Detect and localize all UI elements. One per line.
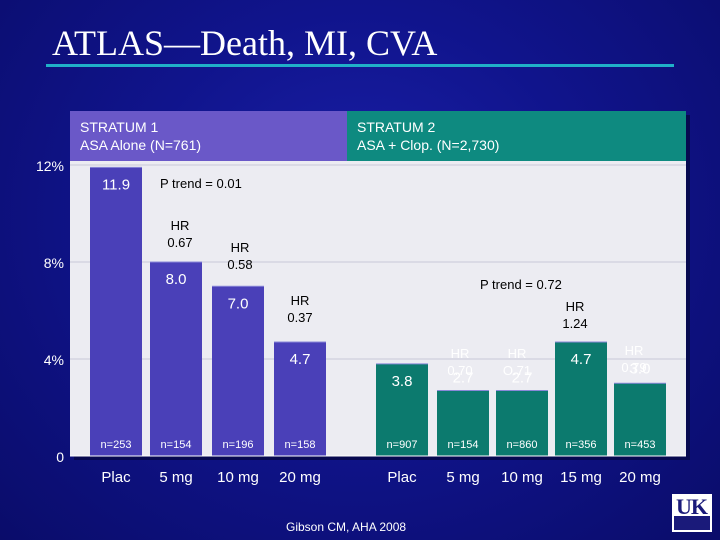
bar-value-label: 11.9 — [102, 176, 130, 193]
x-category-label: 5 mg — [159, 469, 192, 486]
hr-label-line2: 0.37 — [287, 310, 312, 325]
bar-value-label: 4.7 — [290, 351, 311, 368]
stratum-name: STRATUM 2 — [357, 119, 436, 135]
bar — [496, 390, 548, 456]
bar-n-label: n=453 — [625, 439, 656, 451]
title-underline — [46, 64, 674, 67]
bar-n-label: n=196 — [223, 439, 254, 451]
bar-value-label: 8.0 — [166, 271, 187, 288]
hr-label-line1: HR — [566, 299, 585, 314]
citation-footer: Gibson CM, AHA 2008 — [286, 520, 407, 534]
bar-n-label: n=154 — [448, 439, 479, 451]
hr-label-line2: 0.70 — [447, 363, 472, 378]
uk-logo-mark: UK — [676, 494, 708, 519]
hr-label-line2: 0.67 — [167, 235, 192, 250]
bar — [150, 262, 202, 456]
hr-label-line2: O.71 — [503, 363, 531, 378]
bar-n-label: n=253 — [101, 439, 132, 451]
y-tick-label: 4% — [44, 352, 64, 368]
hr-label-line1: HR — [171, 218, 190, 233]
y-tick-label: 0 — [56, 449, 64, 465]
bar — [555, 342, 607, 456]
x-category-label: Plac — [101, 469, 131, 486]
bar — [274, 342, 326, 456]
stratum-subtitle: ASA Alone (N=761) — [80, 137, 201, 153]
x-category-label: 20 mg — [279, 469, 321, 486]
x-category-label: 10 mg — [217, 469, 259, 486]
uk-logo: UK — [672, 494, 712, 532]
page-title: ATLAS—Death, MI, CVA — [52, 23, 438, 63]
x-category-label: 10 mg — [501, 469, 543, 486]
bar-value-label: 2.7 — [512, 370, 533, 387]
bar-n-label: n=356 — [566, 439, 597, 451]
hr-label-line1: HR — [508, 346, 527, 361]
hr-label-line1: HR — [291, 293, 310, 308]
stratum-name: STRATUM 1 — [80, 119, 159, 135]
y-tick-label: 8% — [44, 255, 64, 271]
x-category-label: 5 mg — [446, 469, 479, 486]
bar-value-label: 4.7 — [571, 351, 592, 368]
hr-label-line1: HR — [625, 343, 644, 358]
bar — [376, 363, 428, 456]
hr-label-line2: 0.58 — [227, 257, 252, 272]
trend-label: P trend = 0.72 — [480, 277, 562, 292]
bar-n-label: n=158 — [285, 439, 316, 451]
bar-n-label: n=907 — [387, 439, 418, 451]
trend-label: P trend = 0.01 — [160, 176, 242, 191]
bar-value-label: 3.8 — [392, 373, 413, 390]
x-category-label: 20 mg — [619, 469, 661, 486]
x-category-label: Plac — [387, 469, 417, 486]
hr-label-line1: HR — [231, 240, 250, 255]
x-category-label: 15 mg — [560, 469, 602, 486]
bar — [614, 383, 666, 456]
bar-value-label: 3.0 — [630, 360, 651, 377]
hr-label-line2: 0.79 — [621, 360, 646, 375]
bar-n-label: n=860 — [507, 439, 538, 451]
y-tick-label: 12% — [36, 158, 64, 174]
stratum-subtitle: ASA + Clop. (N=2,730) — [357, 137, 499, 153]
bar — [90, 167, 142, 457]
stratum-header-bg — [347, 111, 686, 161]
stratum-header-bg — [70, 111, 347, 161]
bar — [437, 390, 489, 456]
bar-value-label: 2.7 — [453, 370, 474, 387]
bar-n-label: n=154 — [161, 439, 192, 451]
bar — [212, 286, 264, 456]
hr-label-line1: HR — [451, 346, 470, 361]
hr-label-line2: 1.24 — [562, 316, 587, 331]
bar-value-label: 7.0 — [228, 295, 249, 312]
uk-logo-band — [674, 516, 710, 530]
